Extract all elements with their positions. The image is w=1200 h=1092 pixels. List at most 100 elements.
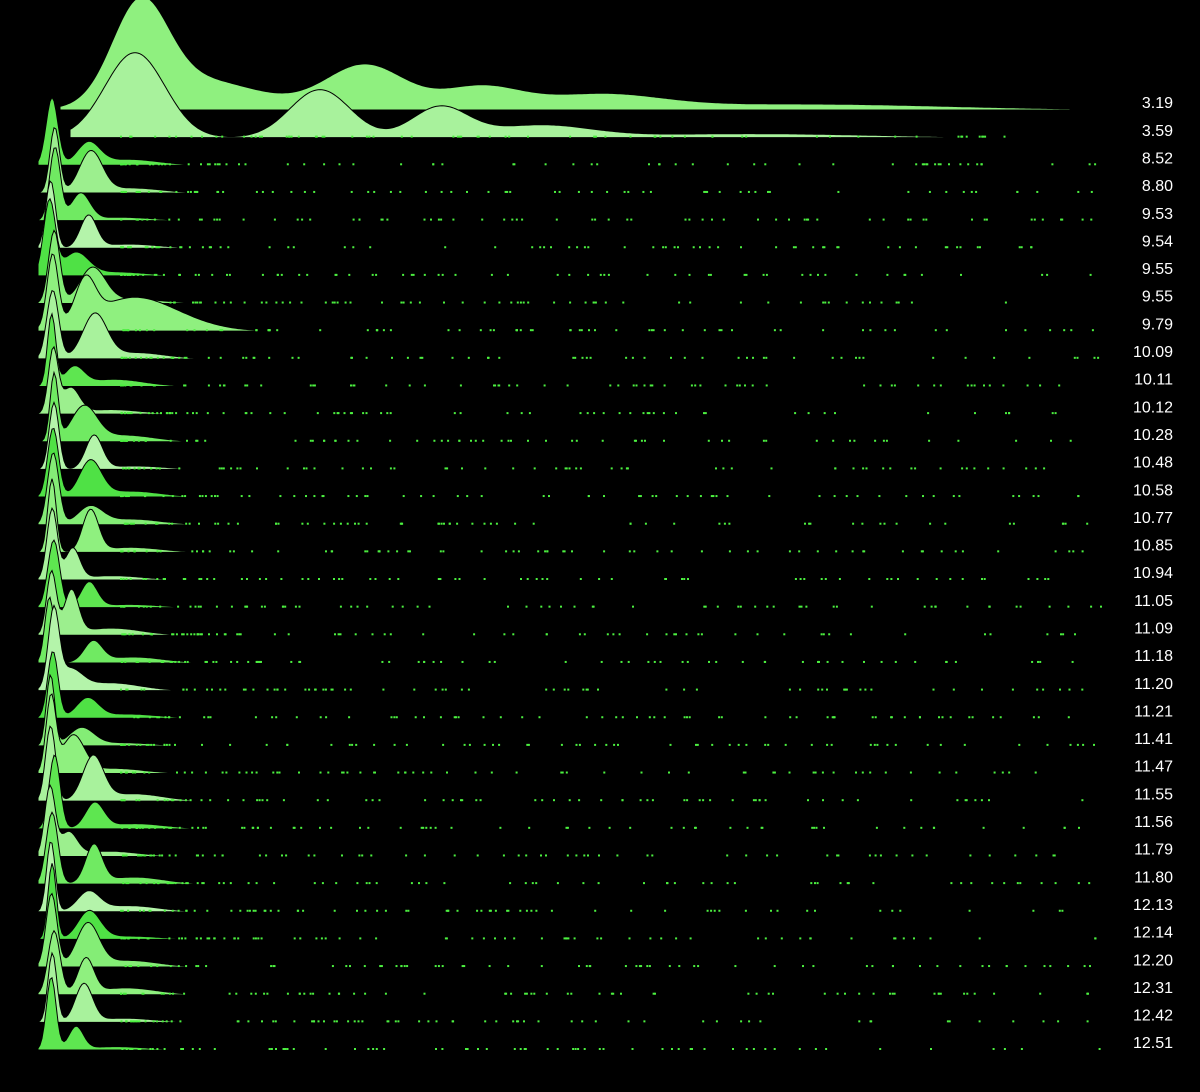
rug-tick bbox=[571, 439, 574, 442]
rug-tick bbox=[219, 384, 222, 387]
rug-tick bbox=[191, 826, 194, 829]
rug-tick bbox=[275, 716, 278, 719]
rug-tick bbox=[752, 1048, 755, 1050]
rug-tick bbox=[975, 190, 978, 193]
rug-tick bbox=[461, 965, 464, 968]
rug-tick bbox=[814, 1048, 817, 1050]
rug-tick bbox=[767, 992, 770, 995]
rug-tick bbox=[311, 1020, 314, 1023]
rug-tick bbox=[788, 771, 791, 774]
rug-tick bbox=[276, 771, 279, 774]
rug-tick bbox=[520, 412, 523, 415]
rug-tick bbox=[199, 937, 202, 940]
rug-tick bbox=[498, 384, 501, 387]
rug-tick bbox=[122, 190, 125, 193]
rug-tick bbox=[643, 882, 645, 885]
rug-tick bbox=[168, 854, 171, 857]
rug-tick bbox=[179, 273, 181, 276]
rug-tick bbox=[435, 1048, 437, 1050]
rug-tick bbox=[1025, 467, 1028, 470]
rug-tick bbox=[623, 246, 626, 249]
rug-tick bbox=[1060, 633, 1062, 636]
rug-tick bbox=[178, 467, 181, 470]
rug-tick bbox=[651, 384, 654, 387]
rug-tick bbox=[204, 439, 207, 442]
rug-tick bbox=[960, 882, 963, 885]
rug-tick bbox=[186, 660, 189, 663]
rug-tick bbox=[730, 467, 733, 470]
rug-tick bbox=[393, 467, 396, 470]
rug-tick bbox=[183, 992, 186, 995]
rug-tick bbox=[898, 246, 901, 249]
rug-tick bbox=[835, 605, 838, 608]
rug-tick bbox=[144, 578, 147, 580]
rug-tick bbox=[959, 163, 962, 166]
ridge bbox=[37, 370, 421, 443]
rug-tick bbox=[226, 273, 228, 276]
rug-tick bbox=[703, 190, 706, 193]
rug-tick bbox=[743, 273, 746, 276]
rug-tick bbox=[306, 522, 309, 525]
rug-tick bbox=[618, 412, 621, 415]
rug-tick bbox=[899, 909, 902, 912]
rug-tick bbox=[362, 412, 365, 415]
rug-tick bbox=[138, 854, 141, 857]
rug-tick bbox=[1081, 550, 1084, 553]
rug-tick bbox=[1059, 688, 1061, 691]
rug-tick bbox=[852, 467, 855, 470]
rug-tick bbox=[261, 799, 264, 802]
rug-tick bbox=[1082, 743, 1085, 746]
rug-tick bbox=[198, 522, 200, 525]
rug-tick bbox=[141, 992, 144, 995]
rug-tick bbox=[120, 550, 123, 553]
rug-tick bbox=[438, 578, 441, 580]
rug-tick bbox=[244, 688, 247, 691]
rug-tick bbox=[186, 329, 189, 332]
rug-tick bbox=[813, 826, 816, 829]
rug-tick bbox=[1019, 605, 1022, 608]
rug-tick bbox=[633, 439, 636, 442]
rug-tick bbox=[127, 909, 130, 912]
rug-tick bbox=[824, 578, 827, 580]
rug-tick bbox=[976, 246, 979, 249]
rug-tick bbox=[437, 965, 440, 968]
row-label: 11.47 bbox=[1134, 759, 1173, 776]
rug-tick bbox=[610, 467, 613, 470]
rug-tick bbox=[993, 356, 996, 359]
rug-tick bbox=[123, 356, 126, 359]
rug-tick bbox=[181, 633, 184, 636]
rug-tick bbox=[1030, 246, 1033, 249]
row-label: 10.11 bbox=[1134, 372, 1173, 389]
rug-tick bbox=[734, 633, 737, 636]
rug-tick bbox=[133, 439, 135, 442]
rug-tick bbox=[400, 135, 403, 138]
rug-tick bbox=[178, 826, 181, 829]
rug-tick bbox=[242, 356, 245, 359]
rug-tick bbox=[602, 1048, 605, 1050]
rug-tick bbox=[284, 688, 287, 691]
rug-tick bbox=[347, 495, 350, 498]
rug-tick bbox=[1015, 605, 1018, 608]
rug-tick bbox=[780, 937, 783, 940]
ridge bbox=[37, 312, 421, 387]
rug-tick bbox=[228, 273, 231, 276]
rug-tick bbox=[871, 965, 874, 968]
rug-tick bbox=[282, 799, 285, 802]
rug-tick bbox=[193, 633, 196, 636]
rug-tick bbox=[1054, 550, 1057, 553]
rug-tick bbox=[177, 909, 180, 912]
rug-tick bbox=[703, 605, 706, 608]
rug-tick bbox=[467, 356, 470, 359]
rug-tick bbox=[513, 937, 516, 940]
rug-tick bbox=[339, 633, 342, 636]
rug-tick bbox=[359, 826, 361, 829]
rug-tick bbox=[1022, 826, 1025, 829]
rug-tick bbox=[939, 743, 942, 746]
rug-tick bbox=[1068, 550, 1071, 553]
rug-tick bbox=[558, 190, 561, 193]
rug-tick bbox=[388, 660, 391, 663]
rug-tick bbox=[412, 273, 415, 276]
rug-tick bbox=[266, 688, 269, 691]
rug-tick bbox=[127, 882, 130, 885]
rug-tick bbox=[494, 246, 497, 249]
